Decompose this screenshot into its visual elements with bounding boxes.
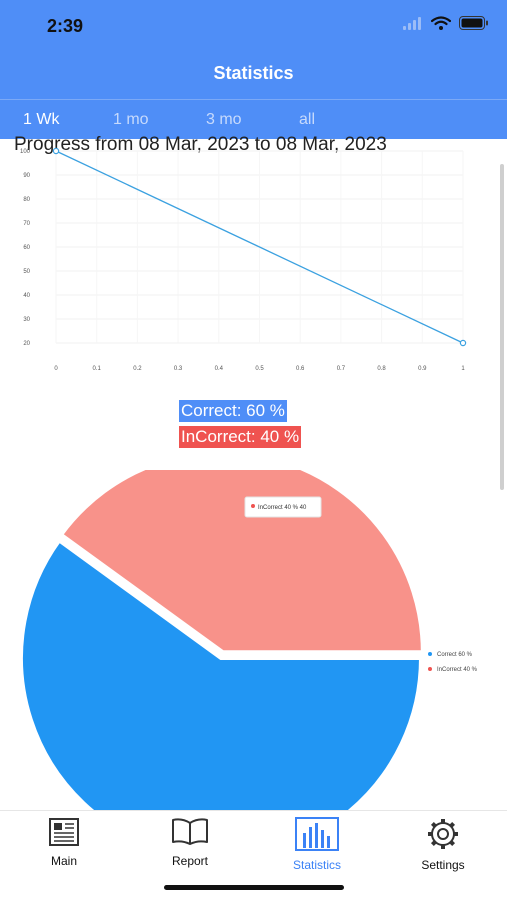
y-tick-label: 80 (23, 197, 30, 203)
battery-icon (459, 16, 488, 30)
x-tick-label: 1 (461, 366, 465, 372)
x-tick-label: 0.1 (93, 366, 102, 372)
tab-all[interactable]: all (299, 111, 316, 128)
legend-marker (428, 652, 432, 656)
data-point[interactable] (459, 339, 467, 347)
nav-item-statistics[interactable]: Statistics (262, 817, 372, 872)
gear-icon (428, 819, 458, 849)
nav-label-main: Main (50, 854, 77, 868)
nav-item-report[interactable]: Report (135, 817, 245, 868)
x-tick-label: 0.8 (377, 366, 386, 372)
legend-entry: InCorrect 40 % (437, 667, 478, 673)
progress-line-chart: 20 30 40 50 60 70 80 90 100 0 0.1 0.2 0.3 0.4 0.5 0.6 0.… (20, 147, 467, 372)
pie-slice-correct[interactable] (19, 537, 424, 810)
nav-label-report: Report (171, 854, 209, 868)
legend-marker (428, 667, 432, 671)
period-tabs: 1 Wk 1 mo 3 mo all (0, 99, 507, 139)
correct-percentage-label: Correct: 60 % (179, 400, 287, 422)
tab-1-month[interactable]: 1 mo (113, 111, 149, 128)
status-time: 2:39 (47, 16, 84, 36)
wifi-icon (431, 16, 451, 30)
x-tick-label: 0.7 (337, 366, 346, 372)
series-line (55, 150, 464, 344)
y-tick-label: 60 (23, 245, 30, 251)
y-tick-label: 50 (23, 269, 30, 275)
y-tick-label: 100 (20, 149, 31, 155)
nav-item-settings[interactable]: Settings (388, 817, 498, 872)
legend-entry: Correct 60 % (437, 652, 473, 658)
y-tick-label: 90 (23, 173, 30, 179)
x-tick-label: 0.3 (174, 366, 183, 372)
x-tick-label: 0.5 (255, 366, 264, 372)
book-icon (172, 818, 208, 845)
signal-icon (403, 17, 421, 30)
y-tick-label: 40 (23, 293, 30, 299)
x-tick-label: 0.9 (418, 366, 427, 372)
pie-tooltip: InCorrect 40 % 40 (244, 496, 322, 518)
tab-1-week[interactable]: 1 Wk (23, 111, 60, 128)
scrollbar[interactable] (500, 164, 504, 490)
pie-tooltip-text: InCorrect 40 % 40 (258, 505, 307, 511)
y-tick-label: 30 (23, 317, 30, 323)
page-title: Statistics (213, 63, 294, 83)
data-point[interactable] (52, 147, 60, 155)
pie-slice-incorrect[interactable] (58, 470, 425, 655)
nav-label-statistics: Statistics (292, 858, 341, 872)
incorrect-percentage-label: InCorrect: 40 % (179, 426, 302, 448)
y-tick-label: 20 (23, 341, 30, 347)
home-indicator[interactable] (164, 885, 344, 890)
nav-label-settings: Settings (421, 858, 465, 872)
answers-pie-chart: InCorrect 40 % 40 Correct 60 % InCorrect 4… (19, 470, 478, 810)
status-icons (403, 16, 489, 30)
y-tick-label: 70 (23, 221, 30, 227)
x-tick-label: 0 (54, 366, 58, 372)
x-tick-label: 0.6 (296, 366, 305, 372)
x-tick-label: 0.2 (133, 366, 142, 372)
bar-chart-icon (295, 817, 339, 851)
progress-title: Progress from 08 Mar, 2023 to 08 Mar, 20… (14, 134, 387, 155)
nav-item-main[interactable]: Main (9, 817, 119, 868)
header: 2:39 Statistics (0, 0, 507, 99)
newspaper-icon (49, 818, 79, 846)
tab-3-months[interactable]: 3 mo (206, 111, 242, 128)
x-tick-label: 0.4 (215, 366, 224, 372)
